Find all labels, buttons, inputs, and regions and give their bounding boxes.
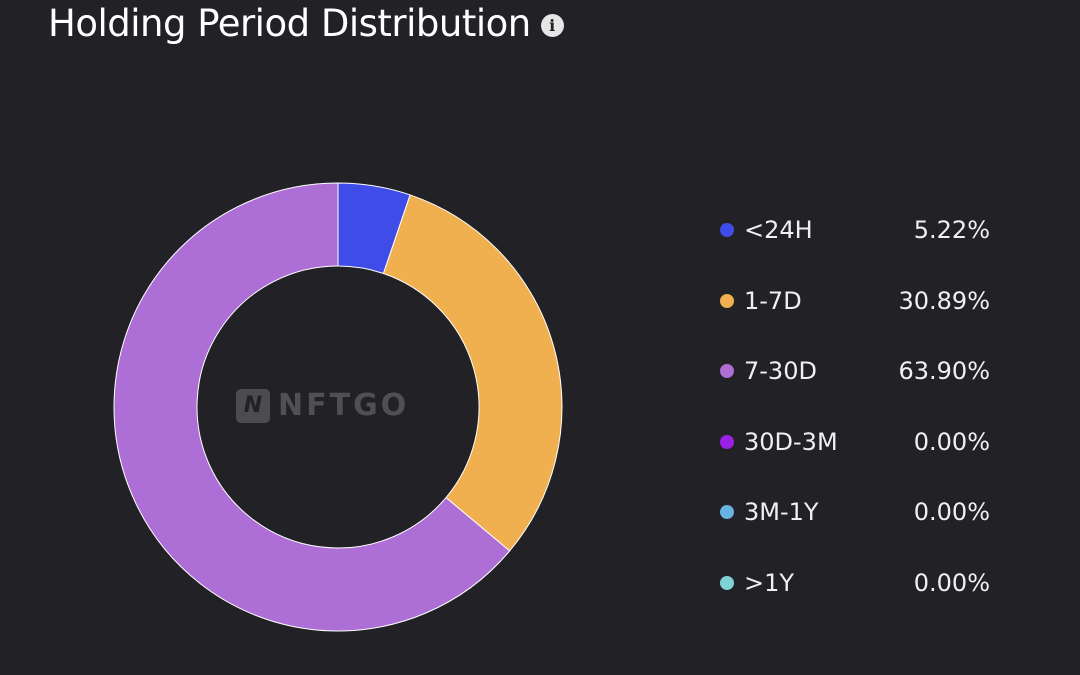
legend-value: 0.00% bbox=[913, 568, 990, 597]
info-icon[interactable]: i bbox=[540, 14, 564, 37]
legend-value: 0.00% bbox=[913, 427, 990, 456]
legend-item[interactable]: <24H 5.22% bbox=[720, 210, 990, 250]
chart-legend: <24H 5.22% 1-7D 30.89% 7-30D 63.90% 30D-3M 0.00… bbox=[720, 210, 990, 633]
legend-dot-icon bbox=[720, 293, 734, 308]
legend-dot-icon bbox=[720, 223, 734, 237]
legend-value: 63.90% bbox=[898, 357, 990, 385]
legend-label: 3M-1Y bbox=[744, 498, 819, 526]
legend-item[interactable]: 1-7D 30.89% bbox=[720, 281, 990, 321]
legend-dot-icon bbox=[720, 505, 734, 519]
page-title: Holding Period Distribution bbox=[48, 2, 531, 45]
legend-label: 30D-3M bbox=[744, 427, 838, 456]
legend-dot-icon bbox=[720, 364, 734, 378]
legend-item[interactable]: 7-30D 63.90% bbox=[720, 351, 990, 391]
watermark-text: NFTGO bbox=[278, 388, 410, 423]
donut-slice-1[interactable] bbox=[382, 194, 563, 552]
legend-value: 30.89% bbox=[898, 286, 990, 315]
legend-label: 7-30D bbox=[744, 357, 817, 385]
donut-slice-2[interactable] bbox=[113, 182, 511, 632]
legend-dot-icon bbox=[720, 575, 734, 590]
legend-dot-icon bbox=[720, 434, 734, 449]
legend-item[interactable]: 3M-1Y 0.00% bbox=[720, 492, 990, 532]
legend-label: <24H bbox=[744, 216, 813, 244]
nftgo-logo-icon: N bbox=[236, 388, 270, 423]
legend-value: 5.22% bbox=[913, 216, 990, 244]
nftgo-watermark: N NFTGO bbox=[236, 388, 409, 423]
legend-value: 0.00% bbox=[913, 498, 990, 526]
legend-label: 1-7D bbox=[744, 286, 802, 315]
legend-item[interactable]: 30D-3M 0.00% bbox=[720, 422, 990, 462]
chart-header: Holding Period Distribution i bbox=[48, 2, 564, 45]
legend-item[interactable]: >1Y 0.00% bbox=[720, 563, 990, 603]
legend-label: >1Y bbox=[744, 568, 795, 597]
